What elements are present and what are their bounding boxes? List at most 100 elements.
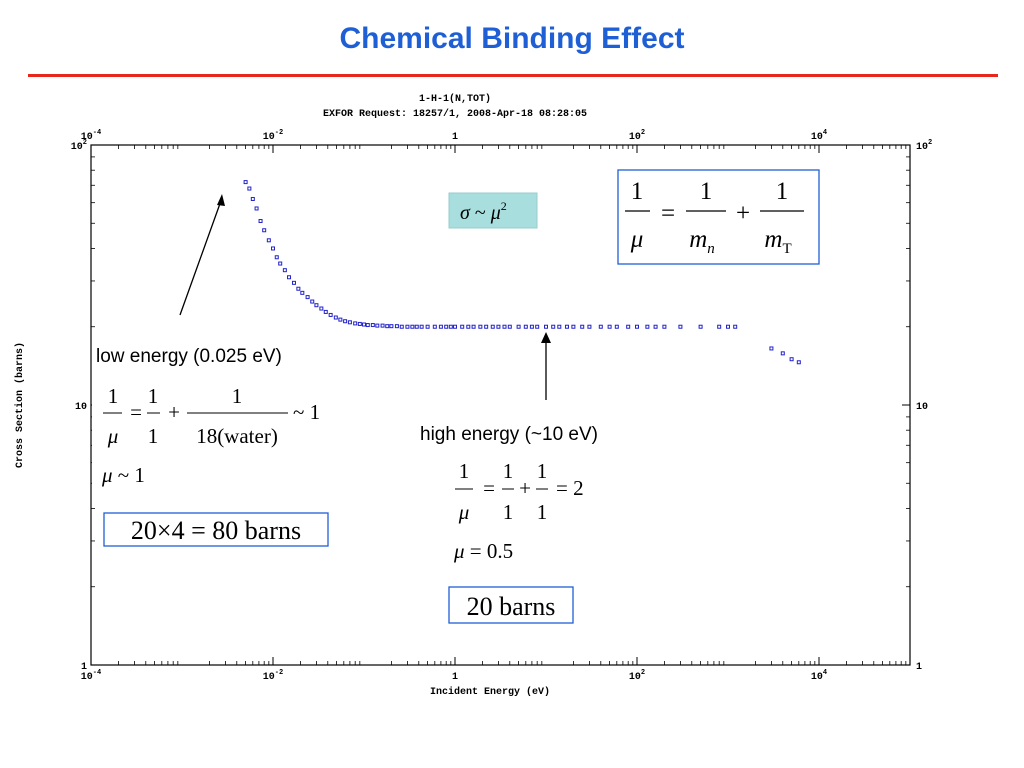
data-point xyxy=(626,324,631,329)
data-point xyxy=(243,180,248,185)
data-point xyxy=(300,290,305,295)
high-energy-barns: 20 barns xyxy=(467,592,556,621)
data-point xyxy=(698,324,703,329)
x-tick-label-top: 10-2 xyxy=(263,129,283,143)
data-point xyxy=(370,323,375,328)
data-point xyxy=(291,280,296,285)
high-energy-arrowhead xyxy=(541,332,551,343)
data-point xyxy=(444,324,449,329)
svg-text:1: 1 xyxy=(503,459,514,483)
data-point xyxy=(328,312,333,317)
high-energy-label: high energy (~10 eV) xyxy=(420,424,598,445)
data-point xyxy=(789,357,794,362)
data-point xyxy=(287,275,292,280)
x-tick-label-bottom: 102 xyxy=(629,669,645,683)
data-point xyxy=(278,261,283,266)
data-point xyxy=(448,324,453,329)
data-point xyxy=(323,309,328,314)
data-point xyxy=(471,324,476,329)
data-point xyxy=(598,324,603,329)
data-point xyxy=(425,324,430,329)
data-point xyxy=(399,324,404,329)
svg-text:μ: μ xyxy=(458,500,470,524)
low-energy-barns-box xyxy=(103,512,329,547)
low-energy-barns: 20×4 = 80 barns xyxy=(131,516,301,545)
data-point xyxy=(717,324,722,329)
svg-text:= 2: = 2 xyxy=(556,476,584,500)
svg-text:1: 1 xyxy=(148,384,159,408)
data-point xyxy=(484,324,489,329)
data-point xyxy=(262,228,267,233)
data-point xyxy=(580,324,585,329)
data-point xyxy=(410,324,415,329)
svg-text:1: 1 xyxy=(232,384,243,408)
data-point xyxy=(333,315,338,320)
data-point xyxy=(380,323,385,328)
reduced-mass-box xyxy=(617,169,820,265)
data-point xyxy=(343,319,348,324)
data-point xyxy=(250,196,255,201)
svg-text:1: 1 xyxy=(148,424,159,448)
svg-text:mn: mn xyxy=(689,226,715,257)
svg-text:1: 1 xyxy=(700,178,713,205)
data-point xyxy=(466,324,471,329)
data-point xyxy=(523,324,528,329)
x-tick-label-bottom: 10-2 xyxy=(263,669,283,683)
data-point xyxy=(394,324,399,329)
data-point xyxy=(490,324,495,329)
data-point xyxy=(365,323,370,328)
data-point xyxy=(557,324,562,329)
data-point xyxy=(564,324,569,329)
low-energy-equation: 1 μ = 1 1 + 1 18(water) ~ 1 μ ~ 1 xyxy=(101,384,320,487)
data-point xyxy=(314,303,319,308)
data-point xyxy=(419,324,424,329)
x-tick-label-top: 104 xyxy=(811,129,827,143)
sigma-box-text: σ ~ μ2 xyxy=(460,199,507,224)
data-point xyxy=(305,295,310,300)
svg-text:1: 1 xyxy=(631,178,644,205)
svg-text:+: + xyxy=(736,200,750,227)
title-rule xyxy=(28,74,998,77)
reduced-mass-equation: 1 μ = 1 mn + 1 mT xyxy=(625,178,804,257)
y-tick-label-left: 1 xyxy=(81,662,87,673)
data-point xyxy=(662,324,667,329)
data-point xyxy=(587,324,592,329)
data-point xyxy=(353,321,358,326)
y-tick-label-right: 1 xyxy=(916,662,922,673)
svg-text:=: = xyxy=(661,200,675,227)
svg-text:1: 1 xyxy=(108,384,119,408)
data-point xyxy=(460,324,465,329)
data-point xyxy=(347,320,352,325)
data-point xyxy=(357,321,362,326)
sigma-box xyxy=(448,192,538,229)
data-point xyxy=(414,324,419,329)
svg-text:=: = xyxy=(483,476,495,500)
svg-text:~ 1: ~ 1 xyxy=(293,400,320,424)
y-tick-label-right: 10 xyxy=(916,402,928,413)
x-tick-label-top: 10-4 xyxy=(81,129,101,143)
high-energy-barns-box xyxy=(448,586,574,624)
data-point xyxy=(571,324,576,329)
svg-text:μ: μ xyxy=(107,424,119,448)
data-point xyxy=(375,323,380,328)
data-point xyxy=(678,324,683,329)
x-tick-label-bottom: 1 xyxy=(452,672,458,683)
data-point xyxy=(310,299,315,304)
svg-text:1: 1 xyxy=(459,459,470,483)
data-point xyxy=(607,324,612,329)
data-point xyxy=(296,286,301,291)
data-point xyxy=(338,317,343,322)
slide-title: Chemical Binding Effect xyxy=(339,22,685,55)
svg-text:1: 1 xyxy=(537,500,548,524)
data-point xyxy=(432,324,437,329)
data-point xyxy=(405,324,410,329)
data-point xyxy=(551,324,556,329)
data-point xyxy=(274,255,279,260)
y-tick-label-left: 102 xyxy=(71,139,87,153)
low-energy-eq-bg xyxy=(92,378,338,496)
data-point xyxy=(389,324,394,329)
svg-text:mT: mT xyxy=(764,226,791,257)
svg-text:+: + xyxy=(519,476,531,500)
data-point xyxy=(247,186,252,191)
